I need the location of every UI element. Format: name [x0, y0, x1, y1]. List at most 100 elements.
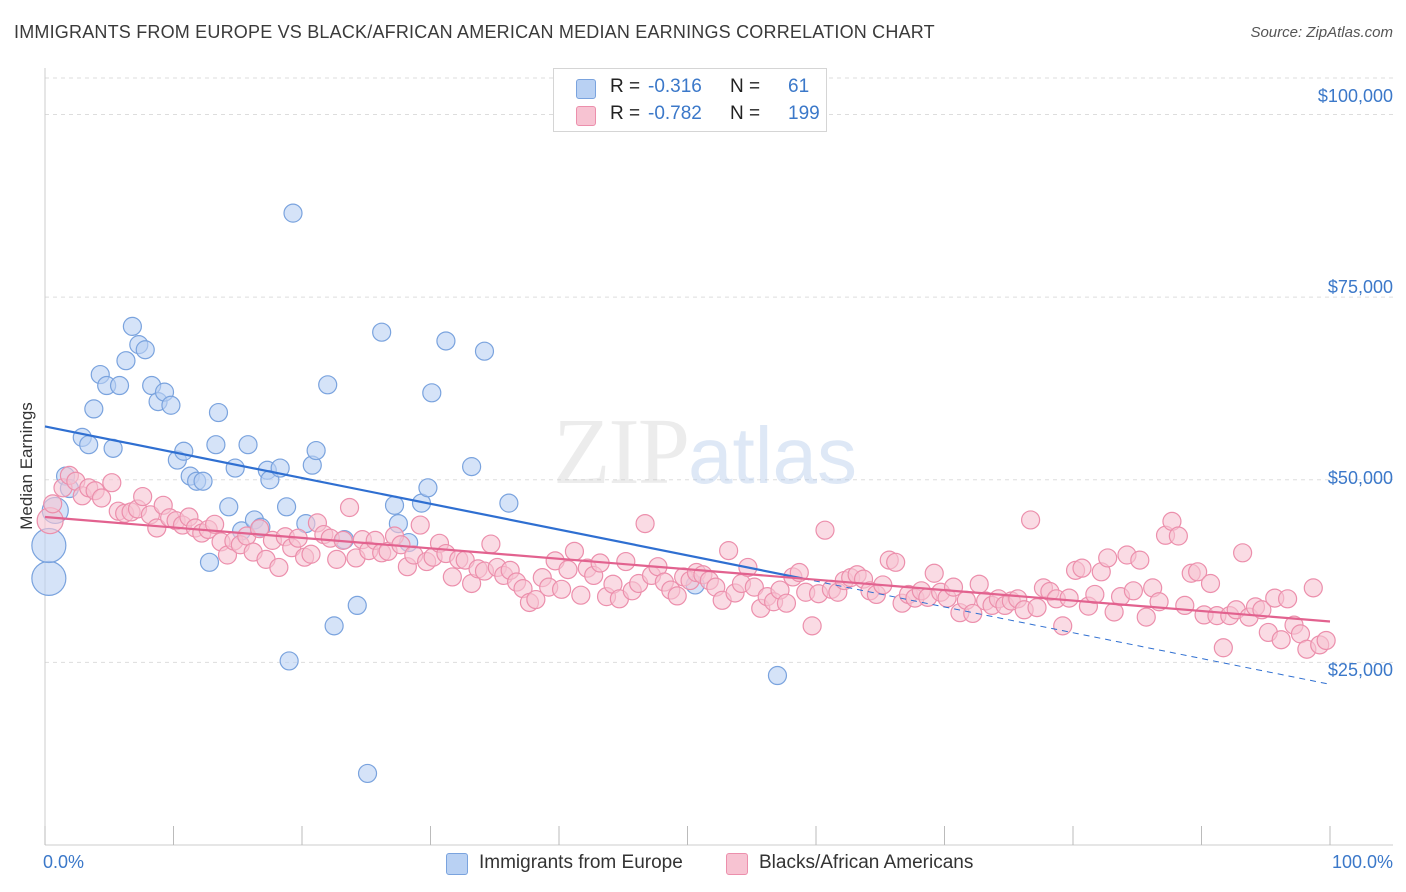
data-point-black [526, 589, 546, 610]
data-point-black [1233, 543, 1253, 563]
data-point-black [339, 497, 360, 518]
data-point-europe [357, 763, 378, 784]
data-point-black [43, 494, 63, 514]
series-legend-label: Immigrants from Europe [479, 852, 683, 873]
legend-swatch-pink [576, 106, 596, 126]
data-point-europe [84, 399, 104, 419]
data-point-black [133, 486, 153, 507]
data-point-black [969, 574, 989, 594]
legend-r-label: R = [610, 76, 641, 97]
data-point-black [635, 513, 655, 534]
data-point-black [571, 585, 591, 605]
watermark-atlas: atlas [688, 411, 857, 500]
y-tick-label-25000: $25,000 [1327, 660, 1393, 680]
data-point-black [91, 488, 112, 508]
data-point-europe [135, 340, 155, 360]
data-point-europe [116, 351, 136, 371]
data-point-black [1316, 630, 1336, 651]
correlation-legend: R = -0.316 N = 61 R = -0.782 N = 199 [553, 68, 827, 132]
data-point-black [667, 586, 687, 606]
data-point-black [481, 534, 501, 554]
data-point-black [616, 551, 636, 572]
data-point-black [719, 541, 739, 561]
axis-layer [44, 68, 1393, 846]
trend-layer [44, 425, 1331, 685]
data-point-black [1277, 589, 1298, 609]
series-swatch-blue [446, 853, 468, 875]
data-point-europe [109, 375, 130, 396]
data-point-europe [79, 435, 99, 455]
data-point-black [442, 567, 462, 587]
data-point-europe [208, 402, 229, 423]
data-point-europe [199, 552, 220, 572]
data-point-black [1200, 573, 1221, 594]
legend-r-value: -0.316 [648, 76, 702, 97]
data-point-black [269, 557, 289, 578]
data-point-black [1123, 581, 1143, 601]
data-point-black [327, 549, 347, 569]
data-point-black [564, 541, 585, 561]
data-point-europe [347, 595, 367, 616]
data-point-europe [384, 495, 405, 515]
data-point-europe [767, 665, 788, 686]
y-tick-label-100000: $100,000 [1317, 86, 1393, 106]
data-point-europe [422, 383, 442, 403]
data-point-europe [324, 616, 344, 636]
data-point-europe [225, 458, 245, 478]
data-point-black [924, 563, 944, 583]
legend-r-value: -0.782 [648, 103, 702, 124]
data-point-black [410, 515, 430, 535]
x-tick-label-min: 0.0% [43, 852, 85, 872]
data-point-europe [161, 395, 181, 415]
data-point-europe [436, 331, 456, 351]
data-point-europe [372, 322, 392, 342]
data-point-black [815, 520, 835, 540]
legend-n-value: 199 [788, 103, 820, 124]
data-point-black [301, 544, 321, 564]
series-legend: Immigrants from Europe Blacks/African Am… [0, 852, 1406, 878]
legend-n-label: N = [730, 103, 761, 124]
data-point-black [1175, 595, 1195, 616]
watermark-zip: ZIP [553, 400, 690, 504]
data-point-black [1072, 558, 1092, 578]
data-point-europe [219, 497, 239, 517]
trend-line-extension-europe [803, 578, 1331, 685]
data-point-black [147, 518, 167, 538]
data-point-black [886, 552, 906, 572]
y-axis-label: Median Earnings [17, 402, 36, 530]
data-point-black [1020, 510, 1041, 530]
legend-r-label: R = [610, 103, 641, 124]
data-point-europe [283, 203, 303, 223]
x-tick-label-max: 100.0% [1331, 852, 1393, 872]
legend-swatch-blue [576, 79, 596, 99]
chart-title: IMMIGRANTS FROM EUROPE VS BLACK/AFRICAN … [14, 22, 935, 42]
data-point-black [1168, 526, 1188, 546]
data-point-black [744, 577, 764, 597]
data-point-europe [499, 493, 519, 513]
y-tick-label-50000: $50,000 [1327, 468, 1393, 488]
data-point-black [1252, 600, 1272, 620]
data-point-europe [193, 471, 213, 491]
data-point-europe [279, 651, 299, 671]
data-point-europe [462, 457, 482, 477]
legend-n-label: N = [730, 76, 761, 97]
data-point-europe [306, 440, 326, 461]
data-point-europe [122, 316, 142, 336]
source-label: Source: ZipAtlas.com [1250, 24, 1393, 41]
y-tick-label-75000: $75,000 [1327, 277, 1393, 297]
trend-line-europe [44, 425, 804, 580]
data-point-black [776, 593, 797, 613]
data-point-black [963, 603, 983, 624]
data-point-europe [238, 435, 258, 455]
series-swatch-pink [726, 853, 748, 875]
data-point-europe [206, 435, 226, 455]
data-point-black [1053, 616, 1073, 636]
data-point-europe [418, 478, 438, 498]
data-point-black [1059, 588, 1079, 608]
legend-n-value: 61 [788, 76, 810, 97]
data-point-black [558, 560, 578, 580]
data-point-europe [276, 497, 297, 517]
watermark: ZIPatlas [553, 398, 857, 506]
data-point-black [1136, 607, 1156, 627]
